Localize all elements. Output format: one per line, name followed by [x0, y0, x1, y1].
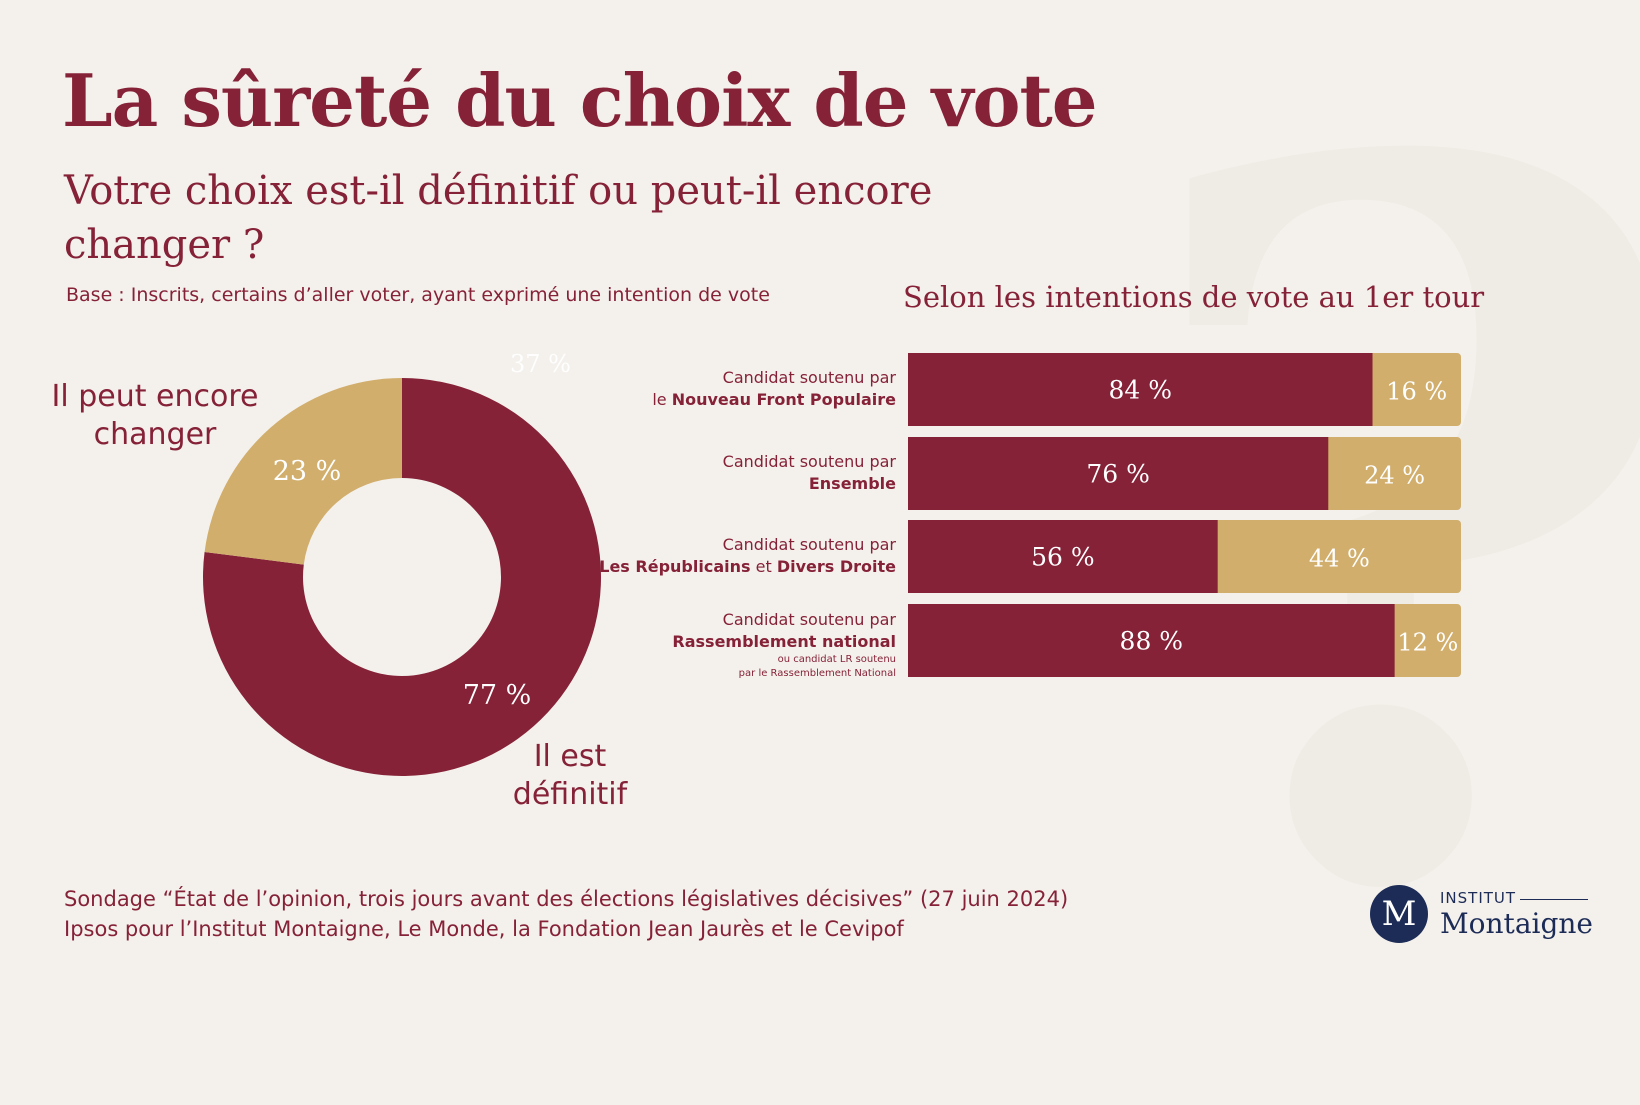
bar-row-label: Candidat soutenu par Ensemble [560, 451, 896, 495]
row-label-party: Nouveau Front Populaire [671, 390, 896, 409]
row-label-line2: Ensemble [560, 473, 896, 495]
bar-row-label: Candidat soutenu par le Nouveau Front Pop… [560, 367, 896, 411]
ghost-value-label: 37 % [510, 350, 571, 378]
row-label-party: Ensemble [808, 474, 896, 493]
bar-value-label-change: 16 % [1386, 378, 1447, 406]
bar-value-label-change: 44 % [1309, 545, 1370, 573]
row-label-party: Rassemblement national [672, 632, 896, 651]
row-label-line2: Les Républicains et Divers Droite [599, 557, 896, 576]
bar-segment-definitive [908, 353, 1373, 426]
bar-value-label-change: 24 % [1364, 462, 1425, 490]
logo-line-1: INSTITUT [1440, 889, 1517, 907]
bar-segment-definitive [908, 520, 1218, 593]
bar-segment-definitive [908, 437, 1329, 510]
donut-label-change: Il peut encore changer [51, 379, 259, 452]
bar-value-label-definitive: 56 % [1031, 543, 1095, 572]
logo-emblem: M [1370, 885, 1428, 943]
donut-value-label: 77 % [463, 680, 532, 711]
bar-chart-title: Selon les intentions de vote au 1er tour [903, 280, 1485, 314]
base-note: Base : Inscrits, certains d’aller voter,… [66, 284, 770, 306]
bar-row-label: Candidat soutenu par Les Républicains et … [560, 534, 896, 578]
row-label-note: par le Rassemblement National [738, 668, 896, 679]
donut-slice-change [204, 378, 402, 565]
donut-value-label: 23 % [273, 456, 342, 487]
stacked-bar-chart: 84 % 16 % 76 % 24 % 56 % 44 % 88 % 12 % [908, 353, 1461, 677]
donut-label-definitive: Il est définitif [512, 739, 628, 812]
row-label-note: ou candidat LR soutenu [777, 654, 896, 665]
page-subtitle: Votre choix est-il définitif ou peut-il … [64, 168, 933, 268]
row-label-line1: Candidat soutenu par [722, 452, 896, 471]
logo-rule [1520, 899, 1588, 900]
row-label-party-2: Divers Droite [776, 557, 896, 576]
row-label-line2: le Nouveau Front Populaire [652, 390, 896, 409]
row-label-line2: Rassemblement national [560, 631, 896, 653]
bar-row-label: Candidat soutenu par Rassemblement nation… [560, 609, 896, 681]
row-label-line1: Candidat soutenu par [722, 368, 896, 387]
donut-chart: 77 % 23 % [202, 378, 602, 776]
logo-line-2: Montaigne [1440, 907, 1593, 940]
footer-line-1: Sondage “État de l’opinion, trois jours … [64, 887, 1069, 911]
bar-value-label-definitive: 88 % [1120, 627, 1184, 656]
row-label-line1: Candidat soutenu par [722, 535, 896, 554]
bar-value-label-definitive: 84 % [1109, 376, 1173, 405]
page-title: La sûreté du choix de vote [62, 58, 1098, 143]
source-footer: Sondage “État de l’opinion, trois jours … [64, 884, 1068, 944]
bar-value-label-change: 12 % [1397, 629, 1458, 657]
donut-slice-definitive [202, 378, 602, 776]
bar-value-label-definitive: 76 % [1086, 460, 1150, 489]
institut-montaigne-logo: M INSTITUT Montaigne [1370, 885, 1600, 945]
bar-segment-definitive [908, 604, 1395, 677]
row-label-line1: Candidat soutenu par [722, 610, 896, 629]
row-label-party: Les Républicains [599, 557, 751, 576]
footer-line-2: Ipsos pour l’Institut Montaigne, Le Mond… [64, 917, 904, 941]
